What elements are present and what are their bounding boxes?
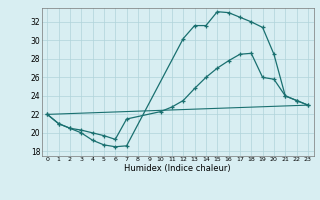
X-axis label: Humidex (Indice chaleur): Humidex (Indice chaleur): [124, 164, 231, 173]
